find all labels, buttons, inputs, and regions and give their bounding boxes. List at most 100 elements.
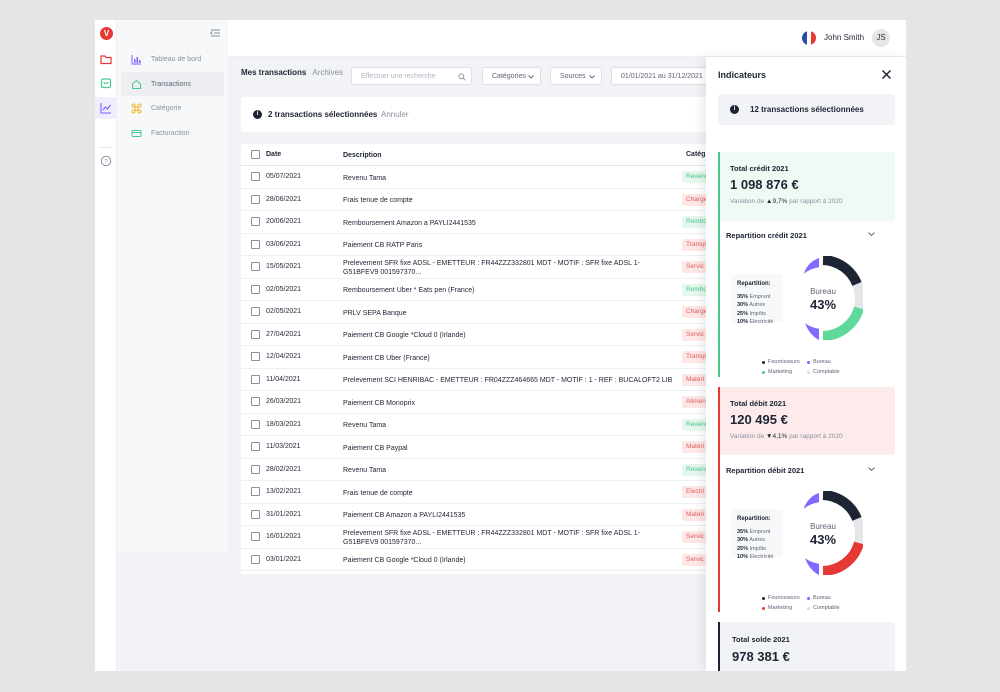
folder-icon[interactable] xyxy=(100,53,112,65)
legend-item: Fournisseurs xyxy=(762,595,807,601)
row-description: Paiement CB RATP Paris xyxy=(343,242,423,249)
table-row[interactable]: 16/01/2021 Prelevement SFR fixe ADSL - EM… xyxy=(241,526,761,549)
logo-icon[interactable]: V xyxy=(100,27,113,40)
tab-mes-transactions[interactable]: Mes transactions xyxy=(241,68,307,77)
table-row[interactable]: 27/04/2021 Paiement CB Google *Cloud 0 (I… xyxy=(241,324,761,346)
help-icon[interactable]: ? xyxy=(100,155,112,167)
solde-value: 978 381 € xyxy=(732,649,790,664)
debit-donut-chart[interactable]: Bureau 43% xyxy=(783,491,863,575)
row-date: 02/05/2021 xyxy=(266,285,302,293)
row-date: 28/02/2021 xyxy=(266,465,302,473)
column-header-date[interactable]: Date xyxy=(266,151,282,158)
table-row[interactable]: 03/01/2021 Paiement CB Google *Cloud 0 (I… xyxy=(241,549,761,571)
column-header-category[interactable]: Catég xyxy=(686,151,706,158)
credit-legend: Fournisseurs Bureau Marketing Comptable xyxy=(762,359,852,375)
repartition-item: 25% Impôts xyxy=(737,310,767,317)
row-date: 28/06/2021 xyxy=(266,195,302,203)
row-checkbox[interactable] xyxy=(251,239,260,249)
row-checkbox[interactable] xyxy=(251,217,260,226)
categories-dropdown[interactable]: Catégories xyxy=(482,67,541,85)
credit-summary: Total crédit 2021 1 098 876 € Variation … xyxy=(718,152,895,221)
menu-item-transactions[interactable]: Transactions xyxy=(121,72,224,96)
row-checkbox[interactable] xyxy=(251,397,260,406)
row-date: 15/05/2021 xyxy=(266,263,302,270)
legend-item: Bureau xyxy=(807,595,852,601)
table-row[interactable]: 31/01/2021 Paiement CB Amazon a PAYLI2441… xyxy=(241,504,761,526)
close-icon[interactable] xyxy=(881,69,892,80)
table-row[interactable]: 11/04/2021 Prelevement SCI HENRIBAC - EME… xyxy=(241,369,761,391)
search-input[interactable]: Effectuer une recherche xyxy=(351,67,472,85)
table-row[interactable]: 11/03/2021 Paiement CB Paypal Materi xyxy=(241,436,761,459)
tabs: Mes transactions Archives xyxy=(241,68,343,77)
user-name[interactable]: John Smith xyxy=(824,33,865,42)
row-checkbox[interactable] xyxy=(251,374,260,384)
row-checkbox[interactable] xyxy=(251,509,260,519)
legend-item: Bureau xyxy=(807,359,852,365)
table-row[interactable]: 13/02/2021 Frais tenue de compte Electri xyxy=(241,481,761,504)
row-checkbox[interactable] xyxy=(251,284,260,294)
chevron-down-icon[interactable] xyxy=(868,232,875,237)
table-row[interactable]: 18/03/2021 Revenu Tama Revenu xyxy=(241,414,761,436)
row-description: PRLV SEPA Banque xyxy=(343,309,407,317)
panel-title: Indicateurs xyxy=(718,70,767,80)
row-checkbox[interactable] xyxy=(251,554,260,564)
table-row[interactable]: 03/06/2021 Paiement CB RATP Paris Transp xyxy=(241,234,761,256)
info-icon: i xyxy=(730,105,739,114)
menu-item-categorie[interactable]: Catégorie xyxy=(121,96,224,120)
column-header-description[interactable]: Description xyxy=(343,151,382,159)
selection-bar: i 2 transactions sélectionnées Annuler xyxy=(241,97,761,132)
avatar[interactable]: JS xyxy=(872,29,890,47)
menu-item-tableau-de-bord[interactable]: Tableau de bord xyxy=(121,47,224,71)
collapse-menu-icon[interactable] xyxy=(209,28,221,38)
row-checkbox[interactable] xyxy=(251,262,260,271)
selected-transactions-count: 12 transactions sélectionnées xyxy=(750,105,864,114)
row-category-badge: Servic xyxy=(682,328,709,341)
table-row[interactable]: 28/06/2021 Frais tenue de compte Charge xyxy=(241,189,761,211)
shop-icon[interactable] xyxy=(100,77,112,89)
row-checkbox[interactable] xyxy=(251,464,260,474)
table-row[interactable]: 02/05/2021 Remboursement Uber * Eats pen … xyxy=(241,279,761,301)
tab-archives[interactable]: Archives xyxy=(312,68,344,77)
row-checkbox[interactable] xyxy=(251,307,260,316)
row-checkbox[interactable] xyxy=(251,352,260,361)
variation-value: ▲9,7% xyxy=(766,198,788,205)
french-flag-icon[interactable] xyxy=(802,31,816,45)
table-row[interactable]: 28/02/2021 Revenu Tama Revenu xyxy=(241,459,761,481)
row-checkbox[interactable] xyxy=(251,172,260,181)
svg-text:?: ? xyxy=(104,158,108,165)
rail-item-active[interactable] xyxy=(95,97,117,119)
sources-dropdown[interactable]: Sources xyxy=(550,67,602,85)
menu-item-facturaction[interactable]: Facturaction xyxy=(121,121,224,145)
table-row[interactable]: 20/06/2021 Remboursement Amazon a PAYLI24… xyxy=(241,211,761,234)
row-description: Paiement CB Google *Cloud 0 (Irlande) xyxy=(343,557,466,564)
row-date: 03/01/2021 xyxy=(266,555,302,563)
table-row[interactable]: 12/04/2021 Paiement CB Uber (France) Trans… xyxy=(241,346,761,369)
legend-item: Marketing xyxy=(762,369,807,375)
row-checkbox[interactable] xyxy=(251,487,260,496)
chevron-down-icon[interactable] xyxy=(868,467,875,472)
repartition-item: 35% Emprunt xyxy=(737,528,771,535)
date-range-picker[interactable]: 01/01/2021 au 31/12/2021 xyxy=(611,67,721,85)
credit-donut-chart[interactable]: Bureau 43% xyxy=(783,256,863,340)
credit-value: 1 098 876 € xyxy=(730,177,799,192)
row-description: Prelevement SFR fixe ADSL - EMETTEUR : F… xyxy=(343,530,640,546)
table-row[interactable]: 26/03/2021 Paiement CB Monoprix Alimen xyxy=(241,391,761,414)
table-row[interactable]: 05/07/2021 Revenu Tama Revenu xyxy=(241,166,761,189)
credit-repartition-box: Repartition: 35% Emprunt 30% Autres 25% … xyxy=(731,274,783,325)
row-category-badge: Transp xyxy=(682,238,710,251)
table-row[interactable]: 02/05/2021 PRLV SEPA Banque Charge xyxy=(241,301,761,324)
row-description: Remboursement Uber * Eats pen (France) xyxy=(343,287,475,294)
cancel-selection-button[interactable]: Annuler xyxy=(381,110,409,119)
row-category-badge: Materi xyxy=(682,373,709,386)
select-all-checkbox[interactable] xyxy=(251,150,260,159)
row-category-badge: Alimen xyxy=(682,396,710,408)
row-checkbox[interactable] xyxy=(251,329,260,339)
row-checkbox[interactable] xyxy=(251,532,260,541)
variation-prefix: Variation de xyxy=(730,433,765,440)
solde-card: Total solde 2021 978 381 € xyxy=(718,622,895,671)
table-row[interactable]: 15/05/2021 Prelevement SFR fixe ADSL - EM… xyxy=(241,256,761,279)
row-checkbox[interactable] xyxy=(251,442,260,451)
row-checkbox[interactable] xyxy=(251,419,260,429)
row-category-badge: Rembo xyxy=(682,216,711,228)
row-checkbox[interactable] xyxy=(251,194,260,204)
